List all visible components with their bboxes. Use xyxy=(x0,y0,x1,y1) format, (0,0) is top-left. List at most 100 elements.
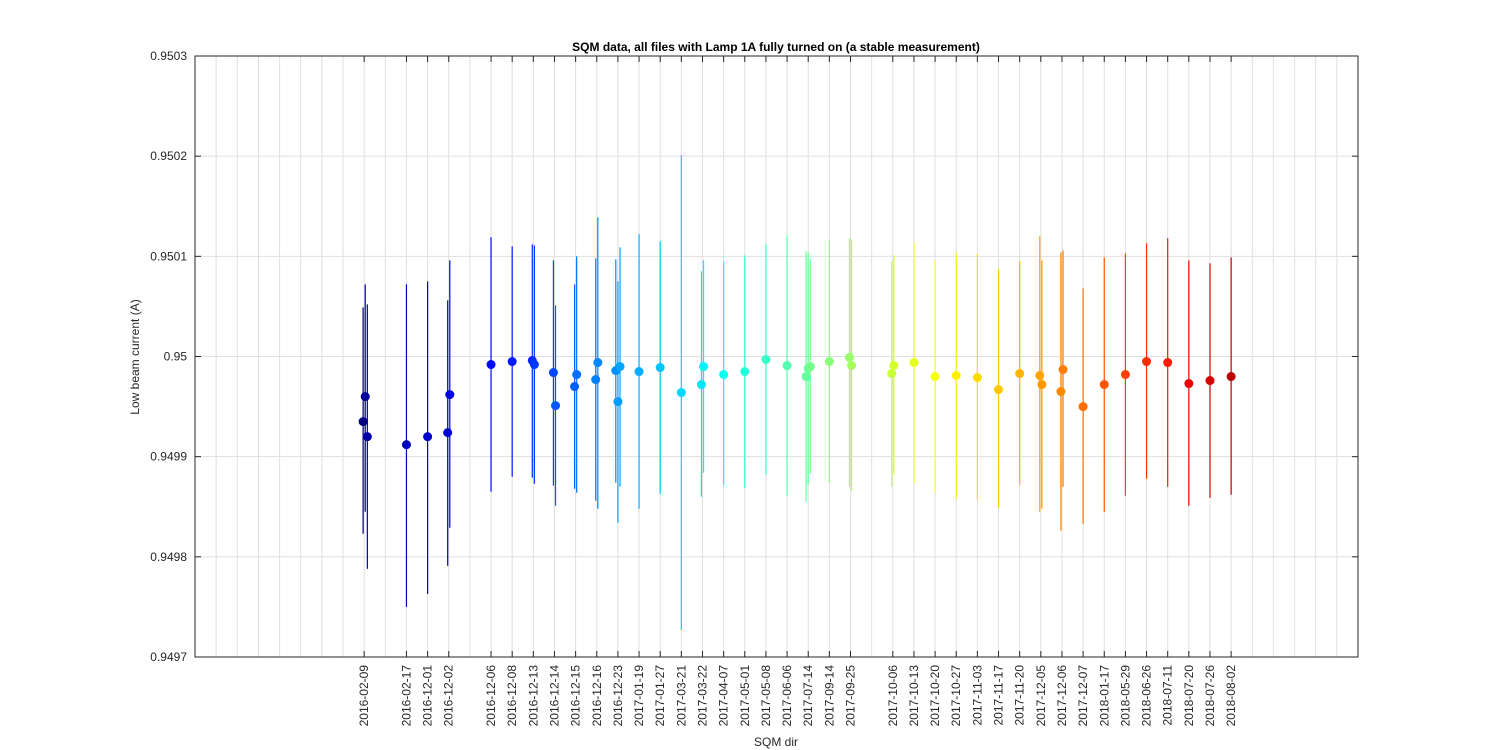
x-tick-label: 2016-12-06 xyxy=(484,665,498,727)
data-point xyxy=(994,385,1004,395)
x-tick-label: 2018-07-26 xyxy=(1203,665,1217,727)
x-tick-label: 2018-08-02 xyxy=(1224,665,1238,727)
data-point xyxy=(593,358,603,368)
data-point xyxy=(1184,379,1194,389)
data-point xyxy=(1163,358,1173,368)
data-point xyxy=(401,440,411,450)
data-point xyxy=(909,358,919,368)
y-axis-label: Low beam current (A) xyxy=(128,299,142,414)
y-tick-label: 0.9503 xyxy=(150,49,187,63)
y-tick-label: 0.9499 xyxy=(150,450,187,464)
x-tick-label: 2017-12-05 xyxy=(1034,665,1048,727)
x-tick-label: 2017-03-21 xyxy=(674,665,688,727)
x-tick-label: 2017-11-20 xyxy=(1013,665,1027,726)
data-point xyxy=(801,372,811,382)
x-tick-label: 2017-06-06 xyxy=(780,665,794,727)
data-point xyxy=(548,368,558,378)
x-tick-label: 2017-12-06 xyxy=(1055,665,1069,727)
data-point xyxy=(930,372,940,382)
data-point xyxy=(696,380,706,390)
x-tick-label: 2017-12-07 xyxy=(1076,665,1090,727)
data-point xyxy=(740,367,750,377)
x-tick-label: 2018-07-11 xyxy=(1161,665,1175,726)
data-point xyxy=(423,432,433,442)
x-tick-label: 2017-11-03 xyxy=(970,665,984,726)
data-point xyxy=(1099,380,1109,390)
x-tick-label: 2016-12-16 xyxy=(590,665,604,727)
x-tick-label: 2017-09-14 xyxy=(822,665,836,727)
plot-area: 0.9497 0.9498 0.9499 0.95 0.9501 0.9502 0.9503… xyxy=(150,49,1359,726)
tick-layer: 0.9497 0.9498 0.9499 0.95 0.9501 0.9502 0.9503… xyxy=(150,49,1358,726)
x-tick-label: 2017-03-22 xyxy=(695,665,709,727)
x-tick-label: 2017-10-06 xyxy=(886,665,900,727)
x-tick-label: 2018-05-29 xyxy=(1118,665,1132,727)
x-tick-label: 2017-07-14 xyxy=(801,665,815,727)
x-tick-label: 2018-01-17 xyxy=(1097,665,1111,727)
data-point xyxy=(443,428,453,438)
x-tick-label: 2017-05-01 xyxy=(738,665,752,727)
data-point xyxy=(615,362,625,372)
x-tick-label: 2017-01-19 xyxy=(632,665,646,727)
data-point xyxy=(634,367,644,377)
data-point xyxy=(889,361,899,371)
data-point xyxy=(676,388,686,398)
x-tick-label: 2016-12-08 xyxy=(505,665,519,727)
x-tick-label: 2016-12-01 xyxy=(421,665,435,727)
data-point xyxy=(1120,370,1130,380)
data-point xyxy=(529,360,539,370)
y-tick-label: 0.9502 xyxy=(150,149,187,163)
data-point xyxy=(761,355,771,365)
point-layer xyxy=(358,353,1236,450)
data-point xyxy=(1078,402,1088,412)
data-point xyxy=(719,370,729,380)
x-tick-label: 2017-10-27 xyxy=(949,665,963,727)
x-tick-label: 2017-04-07 xyxy=(717,665,731,727)
x-tick-label: 2016-12-15 xyxy=(569,665,583,727)
data-point xyxy=(972,373,982,383)
data-point xyxy=(1056,387,1066,397)
x-tick-label: 2016-12-02 xyxy=(442,665,456,727)
x-tick-label: 2017-09-25 xyxy=(844,665,858,727)
x-tick-label: 2017-10-13 xyxy=(907,665,921,727)
data-point xyxy=(360,392,370,402)
data-point xyxy=(1205,376,1215,386)
x-tick-label: 2018-06-26 xyxy=(1140,665,1154,727)
x-tick-label: 2017-11-17 xyxy=(992,665,1006,726)
data-point xyxy=(805,362,815,372)
data-point xyxy=(847,361,857,371)
data-point xyxy=(1142,357,1152,367)
data-point xyxy=(507,357,517,367)
data-point xyxy=(445,390,455,400)
y-tick-label: 0.95 xyxy=(164,350,188,364)
data-point xyxy=(570,382,580,392)
x-tick-label: 2018-07-20 xyxy=(1182,665,1196,727)
x-tick-label: 2016-02-09 xyxy=(357,665,371,727)
data-point xyxy=(782,361,792,371)
y-tick-label: 0.9498 xyxy=(150,550,187,564)
data-point xyxy=(1058,365,1068,375)
data-point xyxy=(551,401,561,411)
data-point xyxy=(358,417,368,427)
data-point xyxy=(1015,369,1025,379)
data-point xyxy=(699,362,709,372)
data-point xyxy=(824,357,834,367)
x-tick-label: 2016-12-14 xyxy=(547,665,561,727)
x-axis-label: SQM dir xyxy=(754,735,798,749)
data-point xyxy=(362,432,372,442)
data-point xyxy=(1035,371,1045,381)
x-tick-label: 2017-10-20 xyxy=(928,665,942,727)
data-point xyxy=(486,360,496,370)
x-tick-label: 2016-02-17 xyxy=(399,665,413,727)
y-tick-label: 0.9501 xyxy=(150,249,187,263)
x-tick-label: 2017-01-27 xyxy=(653,665,667,727)
data-point xyxy=(591,375,601,385)
data-point xyxy=(613,397,623,407)
x-tick-label: 2016-12-23 xyxy=(611,665,625,727)
data-point xyxy=(655,363,665,373)
chart-title: SQM data, all files with Lamp 1A fully t… xyxy=(572,40,980,54)
x-tick-label: 2016-12-13 xyxy=(526,665,540,727)
data-point xyxy=(887,369,897,379)
data-point xyxy=(572,370,582,380)
data-point xyxy=(1037,380,1047,390)
